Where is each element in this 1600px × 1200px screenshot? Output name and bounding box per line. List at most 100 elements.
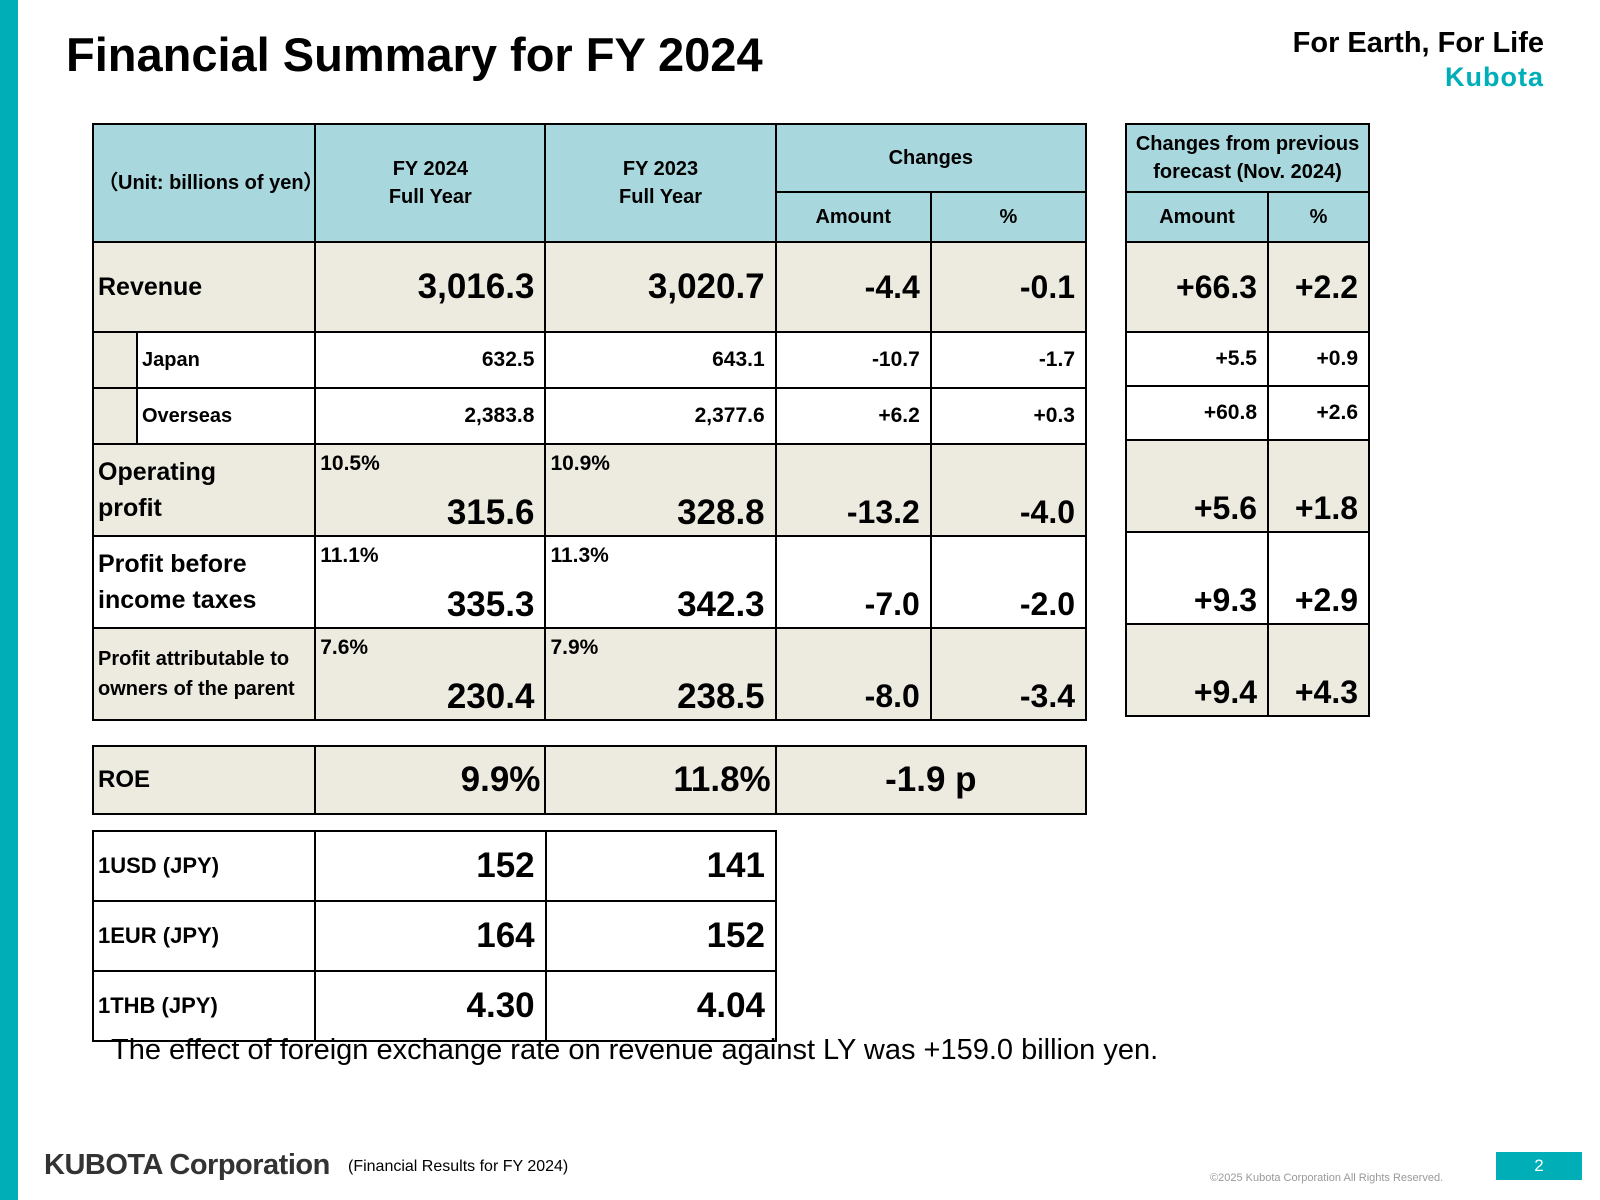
profit-before-tax-change-amount: -7.0	[774, 535, 932, 629]
profit-before-tax-label-line1: Profit before	[98, 550, 247, 578]
overseas-forecast-percent: +2.6	[1266, 385, 1371, 441]
operating-profit-change-percent: -4.0	[929, 443, 1088, 537]
page-number: 2	[1496, 1152, 1582, 1180]
changes-percent-header: %	[929, 191, 1088, 243]
profit-attributable-forecast-percent: +4.3	[1266, 623, 1371, 717]
profit-before-tax-label-line2: income taxes	[98, 586, 257, 614]
profit-before-tax-fy2024-cell: 11.1% 335.3	[314, 535, 547, 629]
fx-row-thb: 1THB (JPY) 4.30 4.04	[91, 970, 778, 1042]
overseas-change-percent: +0.3	[929, 387, 1088, 445]
changes-amount-header: Amount	[774, 191, 932, 243]
revenue-fy2023: 3,020.7	[544, 241, 777, 333]
fx-effect-note: The effect of foreign exchange rate on r…	[111, 1034, 1159, 1066]
changes-header: Changes	[774, 123, 1088, 193]
fx-row-usd: 1USD (JPY) 152 141	[91, 830, 778, 902]
profit-before-tax-fy2023: 342.3	[677, 585, 765, 624]
tagline: For Earth, For Life	[1292, 27, 1544, 59]
unit-header: （Unit: billions of yen）	[91, 123, 324, 243]
pa-ratio-fy2024: 7.6%	[320, 636, 369, 659]
profit-before-tax-fy2023-cell: 11.3% 342.3	[544, 535, 777, 629]
profit-attributable-fy2023: 238.5	[677, 677, 765, 716]
profit-attributable-label-line2: owners of the parent	[98, 678, 295, 700]
overseas-change-amount: +6.2	[774, 387, 932, 445]
fx-eur-label: 1EUR (JPY)	[91, 900, 317, 972]
forecast-amount-header: Amount	[1125, 191, 1269, 243]
profit-before-tax-forecast-amount: +9.3	[1125, 531, 1269, 625]
profit-attributable-label-line1: Profit attributable to	[98, 648, 290, 670]
kubota-logo: Kubota	[1445, 62, 1544, 92]
forecast-changes-table: Changes from previous forecast (Nov. 202…	[1124, 123, 1371, 717]
operating-profit-label-line1: Operating	[98, 458, 217, 486]
profit-before-tax-change-percent: -2.0	[929, 535, 1088, 629]
japan-forecast-percent: +0.9	[1266, 331, 1371, 387]
roe-table: ROE 9.9% 11.8% -1.9 p	[91, 745, 1088, 815]
operating-profit-fy2023-cell: 10.9% 328.8	[544, 443, 777, 537]
fx-thb-label: 1THB (JPY)	[91, 970, 317, 1042]
footer-company-name: KUBOTA Corporation	[44, 1149, 330, 1181]
operating-profit-forecast-amount: +5.6	[1125, 439, 1269, 533]
overseas-row: Overseas 2,383.8 2,377.6 +6.2 +0.3	[91, 387, 1088, 445]
profit-before-tax-row: Profit before income taxes 11.1% 335.3 1…	[91, 535, 1088, 629]
profit-attributable-fy2024: 230.4	[446, 677, 535, 716]
fx-usd-fy2023: 141	[544, 830, 778, 902]
roe-change: -1.9 p	[774, 745, 1088, 815]
pbt-ratio-fy2023: 11.3%	[550, 544, 609, 567]
operating-profit-fy2024-cell: 10.5% 315.6	[314, 443, 547, 537]
page-title: Financial Summary for FY 2024	[66, 28, 763, 81]
profit-attributable-change-amount: -8.0	[774, 627, 932, 721]
fy2024-header: FY 2024 Full Year	[314, 123, 547, 243]
forecast-header-line2: forecast (Nov. 2024)	[1153, 161, 1342, 183]
japan-label: Japan	[138, 333, 315, 387]
fy2023-header-line2: Full Year	[619, 186, 703, 208]
forecast-header-line1: Changes from previous	[1135, 133, 1360, 155]
profit-attributable-fy2023-cell: 7.9% 238.5	[544, 627, 777, 721]
profit-attributable-forecast-amount: +9.4	[1125, 623, 1269, 717]
fx-thb-fy2023: 4.04	[544, 970, 778, 1042]
overseas-label-cell: Overseas	[91, 387, 317, 445]
pbt-ratio-fy2024: 11.1%	[320, 544, 379, 567]
fy2023-header: FY 2023 Full Year	[544, 123, 777, 243]
japan-fy2023: 643.1	[544, 331, 777, 389]
revenue-change-amount: -4.4	[774, 241, 932, 333]
overseas-forecast-amount: +60.8	[1125, 385, 1269, 441]
pa-ratio-fy2023: 7.9%	[550, 636, 599, 659]
revenue-forecast-percent: +2.2	[1266, 241, 1371, 333]
japan-fy2024: 632.5	[314, 331, 547, 389]
profit-attributable-row: Profit attributable to owners of the par…	[91, 627, 1088, 721]
profit-before-tax-fy2024: 335.3	[446, 585, 535, 624]
fx-usd-fy2024: 152	[314, 830, 547, 902]
roe-fy2023: 11.8%	[544, 745, 777, 815]
roe-fy2024: 9.9%	[314, 745, 547, 815]
operating-profit-fy2024: 315.6	[446, 493, 535, 532]
japan-change-amount: -10.7	[774, 331, 932, 389]
fx-rate-table: 1USD (JPY) 152 141 1EUR (JPY) 164 152 1T…	[91, 830, 778, 1042]
profit-before-tax-forecast-percent: +2.9	[1266, 531, 1371, 625]
japan-label-cell: Japan	[91, 331, 317, 389]
profit-attributable-label: Profit attributable to owners of the par…	[91, 627, 317, 721]
copyright-notice: ©2025 Kubota Corporation All Rights Rese…	[1210, 1172, 1444, 1184]
fy2024-header-line1: FY 2024	[392, 158, 468, 180]
operating-profit-label-line2: profit	[98, 494, 162, 522]
profit-attributable-change-percent: -3.4	[929, 627, 1088, 721]
operating-margin-fy2023: 10.9%	[550, 452, 610, 475]
operating-profit-fy2023: 328.8	[677, 493, 765, 532]
accent-side-bar	[0, 0, 18, 1200]
revenue-row: Revenue 3,016.3 3,020.7 -4.4 -0.1	[91, 241, 1088, 333]
profit-before-tax-label: Profit before income taxes	[91, 535, 317, 629]
overseas-fy2024: 2,383.8	[314, 387, 547, 445]
forecast-percent-header: %	[1266, 191, 1371, 243]
financial-summary-table: （Unit: billions of yen） FY 2024 Full Yea…	[91, 123, 1088, 721]
fy2024-header-line2: Full Year	[388, 186, 472, 208]
revenue-fy2024: 3,016.3	[314, 241, 547, 333]
fx-eur-fy2023: 152	[544, 900, 778, 972]
fx-row-eur: 1EUR (JPY) 164 152	[91, 900, 778, 972]
overseas-label: Overseas	[138, 389, 315, 443]
roe-label: ROE	[91, 745, 317, 815]
fx-thb-fy2024: 4.30	[314, 970, 547, 1042]
overseas-fy2023: 2,377.6	[544, 387, 777, 445]
operating-margin-fy2024: 10.5%	[320, 452, 380, 475]
fy2023-header-line1: FY 2023	[622, 158, 699, 180]
japan-row: Japan 632.5 643.1 -10.7 -1.7	[91, 331, 1088, 389]
revenue-forecast-amount: +66.3	[1125, 241, 1269, 333]
fx-usd-label: 1USD (JPY)	[91, 830, 317, 902]
